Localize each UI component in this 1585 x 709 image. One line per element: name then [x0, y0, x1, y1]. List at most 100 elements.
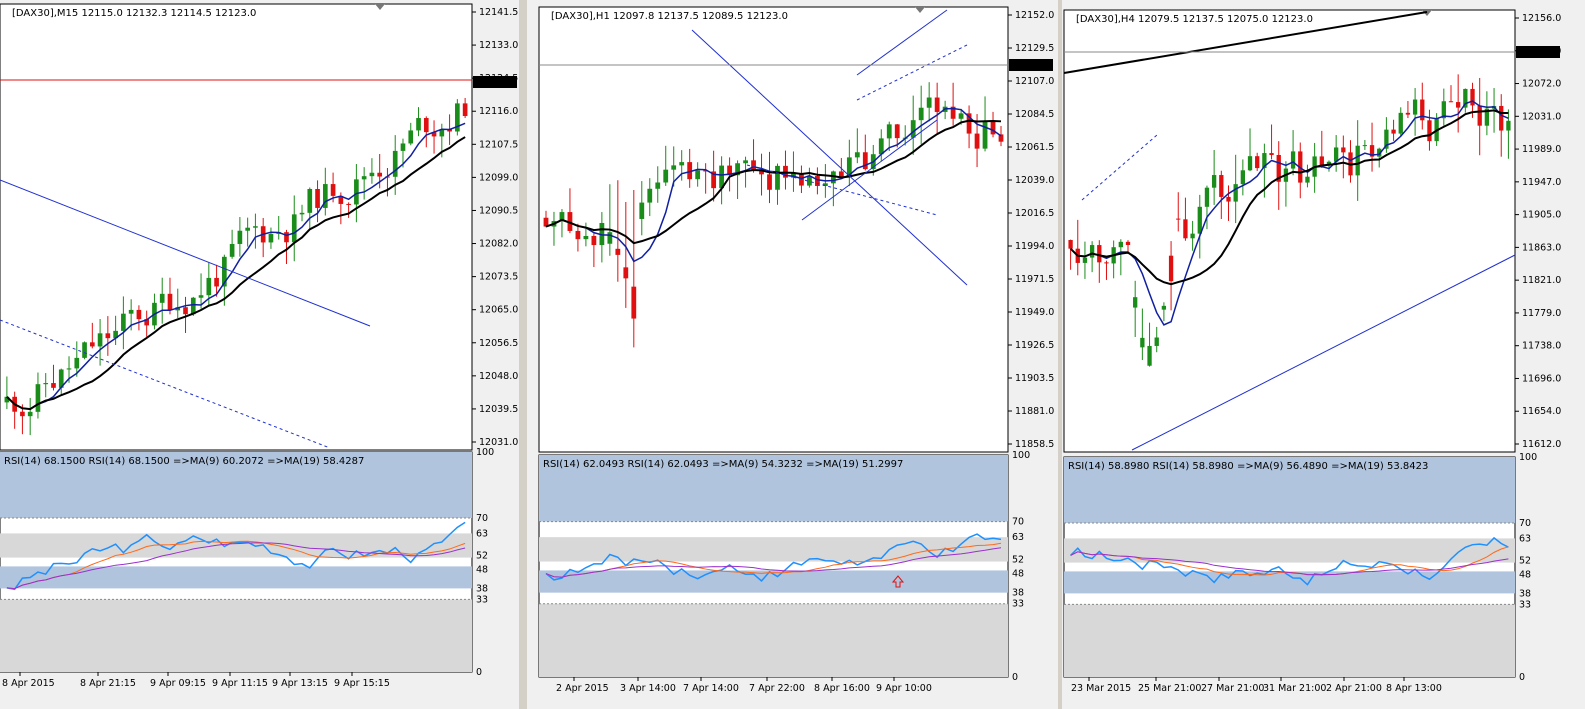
time-axis-label: 9 Apr 13:15 [272, 678, 328, 689]
price-axis-label: 12129.5 [1015, 43, 1054, 54]
price-axis-label: 11612.0 [1522, 439, 1561, 450]
time-axis-label: 7 Apr 14:00 [683, 683, 739, 694]
candle-body [655, 182, 661, 189]
candle-body [1290, 151, 1296, 169]
candle-body [767, 174, 772, 190]
candle-body [1197, 206, 1202, 234]
price-axis-label: 11821.0 [1522, 275, 1561, 286]
price-plot-area[interactable] [0, 3, 473, 451]
candle-body [1470, 88, 1475, 106]
time-axis-label: 25 Mar 21:00 [1138, 683, 1201, 694]
price-axis-label: 12072.0 [1522, 79, 1561, 90]
rsi-lower-zone [0, 566, 472, 589]
candle-body [190, 297, 196, 315]
candle-body [623, 267, 629, 279]
candle-body [1398, 112, 1403, 134]
rsi-lower-zone [539, 570, 1008, 593]
candle-body [1190, 233, 1195, 239]
candle-body [990, 121, 996, 135]
candle-body [567, 212, 573, 231]
candle-body [121, 313, 126, 331]
rsi-upper-zone [1064, 538, 1515, 563]
candle-body [543, 217, 549, 227]
rsi-lower-zone [1064, 571, 1515, 594]
time-axis-label: 3 Apr 14:00 [620, 683, 676, 694]
ma-slow-line [1069, 109, 1509, 286]
candle-body [1154, 337, 1159, 346]
candle-body [1255, 156, 1260, 169]
candle-body [1427, 120, 1432, 142]
candle-body [439, 129, 445, 137]
candle-body [416, 118, 421, 131]
candle-body [1420, 99, 1425, 121]
candle-body [214, 277, 219, 287]
candle-body [105, 333, 111, 339]
candle-body [369, 172, 375, 177]
candle-body [1204, 187, 1210, 207]
candle-body [1305, 176, 1310, 183]
rsi-oversold-zone [0, 599, 472, 672]
candle-body [1097, 245, 1102, 263]
candle-body [1183, 219, 1188, 239]
rsi-level-label: 48 [1012, 568, 1024, 579]
chart-window-h4[interactable]: [DAX30],H4 12079.5 12137.5 12075.0 12123… [1062, 0, 1585, 709]
time-axis-label: 9 Apr 10:00 [876, 683, 932, 694]
price-axis-label: 12061.5 [1015, 142, 1054, 153]
candle-body [862, 152, 868, 170]
candle-body [671, 165, 677, 170]
price-axis-label: 11903.5 [1015, 373, 1054, 384]
candle-body [1484, 108, 1490, 126]
candle-body [400, 143, 406, 151]
price-axis-label: 12048.0 [479, 371, 518, 382]
candle-body [607, 232, 613, 244]
trend-line[interactable] [0, 179, 371, 327]
candle-body [958, 113, 964, 119]
channel-line-up[interactable] [856, 9, 948, 76]
price-axis-label: 12107.5 [479, 139, 518, 150]
current-price-label: 12123.0 [1011, 61, 1050, 72]
price-axis-label: 12016.5 [1015, 208, 1054, 219]
price-axis-label: 12031.0 [1522, 111, 1561, 122]
candle-body [1125, 241, 1131, 246]
channel-line-upper[interactable] [691, 29, 968, 286]
channel-line-lower[interactable] [801, 119, 938, 221]
candle-body [663, 169, 669, 183]
rsi-level-label: 52 [476, 551, 488, 562]
candle-body [1068, 240, 1073, 249]
candle-body [346, 203, 351, 205]
price-plot-area[interactable] [1063, 9, 1516, 453]
candle-body [591, 235, 597, 246]
trend-line-dashed[interactable] [0, 319, 331, 449]
candle-body [998, 134, 1004, 142]
trend-line-top[interactable] [1063, 11, 1428, 74]
candlestick-series [4, 97, 468, 436]
price-axis-label: 12090.5 [479, 205, 518, 216]
price-axis-label: 11696.0 [1522, 373, 1561, 384]
candle-body [1118, 241, 1123, 248]
candle-body [695, 170, 701, 180]
channel-line-up-dashed[interactable] [856, 44, 968, 101]
price-axis-label: 11971.5 [1015, 274, 1054, 285]
current-price-tag [1516, 46, 1560, 58]
rsi-info-label: RSI(14) 58.8980 RSI(14) 58.8980 =>MA(9) … [1068, 461, 1428, 472]
trend-line-dashed[interactable] [1081, 134, 1158, 201]
candle-body [43, 383, 49, 385]
candle-body [1276, 154, 1281, 182]
price-plot-area[interactable] [538, 6, 1009, 453]
chart-window-m15[interactable]: [DAX30],M15 12115.0 12132.3 12114.5 1212… [0, 0, 519, 709]
price-axis-label: 11654.0 [1522, 406, 1561, 417]
candle-body [245, 227, 250, 231]
rsi-ma9-line [6, 540, 466, 590]
price-axis-label: 11994.0 [1015, 241, 1054, 252]
trend-line-bottom[interactable] [1131, 254, 1516, 451]
candle-body [408, 130, 414, 144]
candle-body [392, 150, 398, 177]
candle-body [206, 277, 212, 296]
rsi-level-label: 63 [476, 528, 488, 539]
chart-window-h1[interactable]: [DAX30],H1 12097.8 12137.5 12089.5 12123… [527, 0, 1058, 709]
rsi-level-label: 52 [1012, 555, 1024, 566]
price-axis-label: 12082.0 [479, 239, 518, 250]
time-axis-label: 8 Apr 21:15 [80, 678, 136, 689]
candle-body [222, 256, 227, 287]
rsi-overbought-zone [539, 455, 1008, 522]
